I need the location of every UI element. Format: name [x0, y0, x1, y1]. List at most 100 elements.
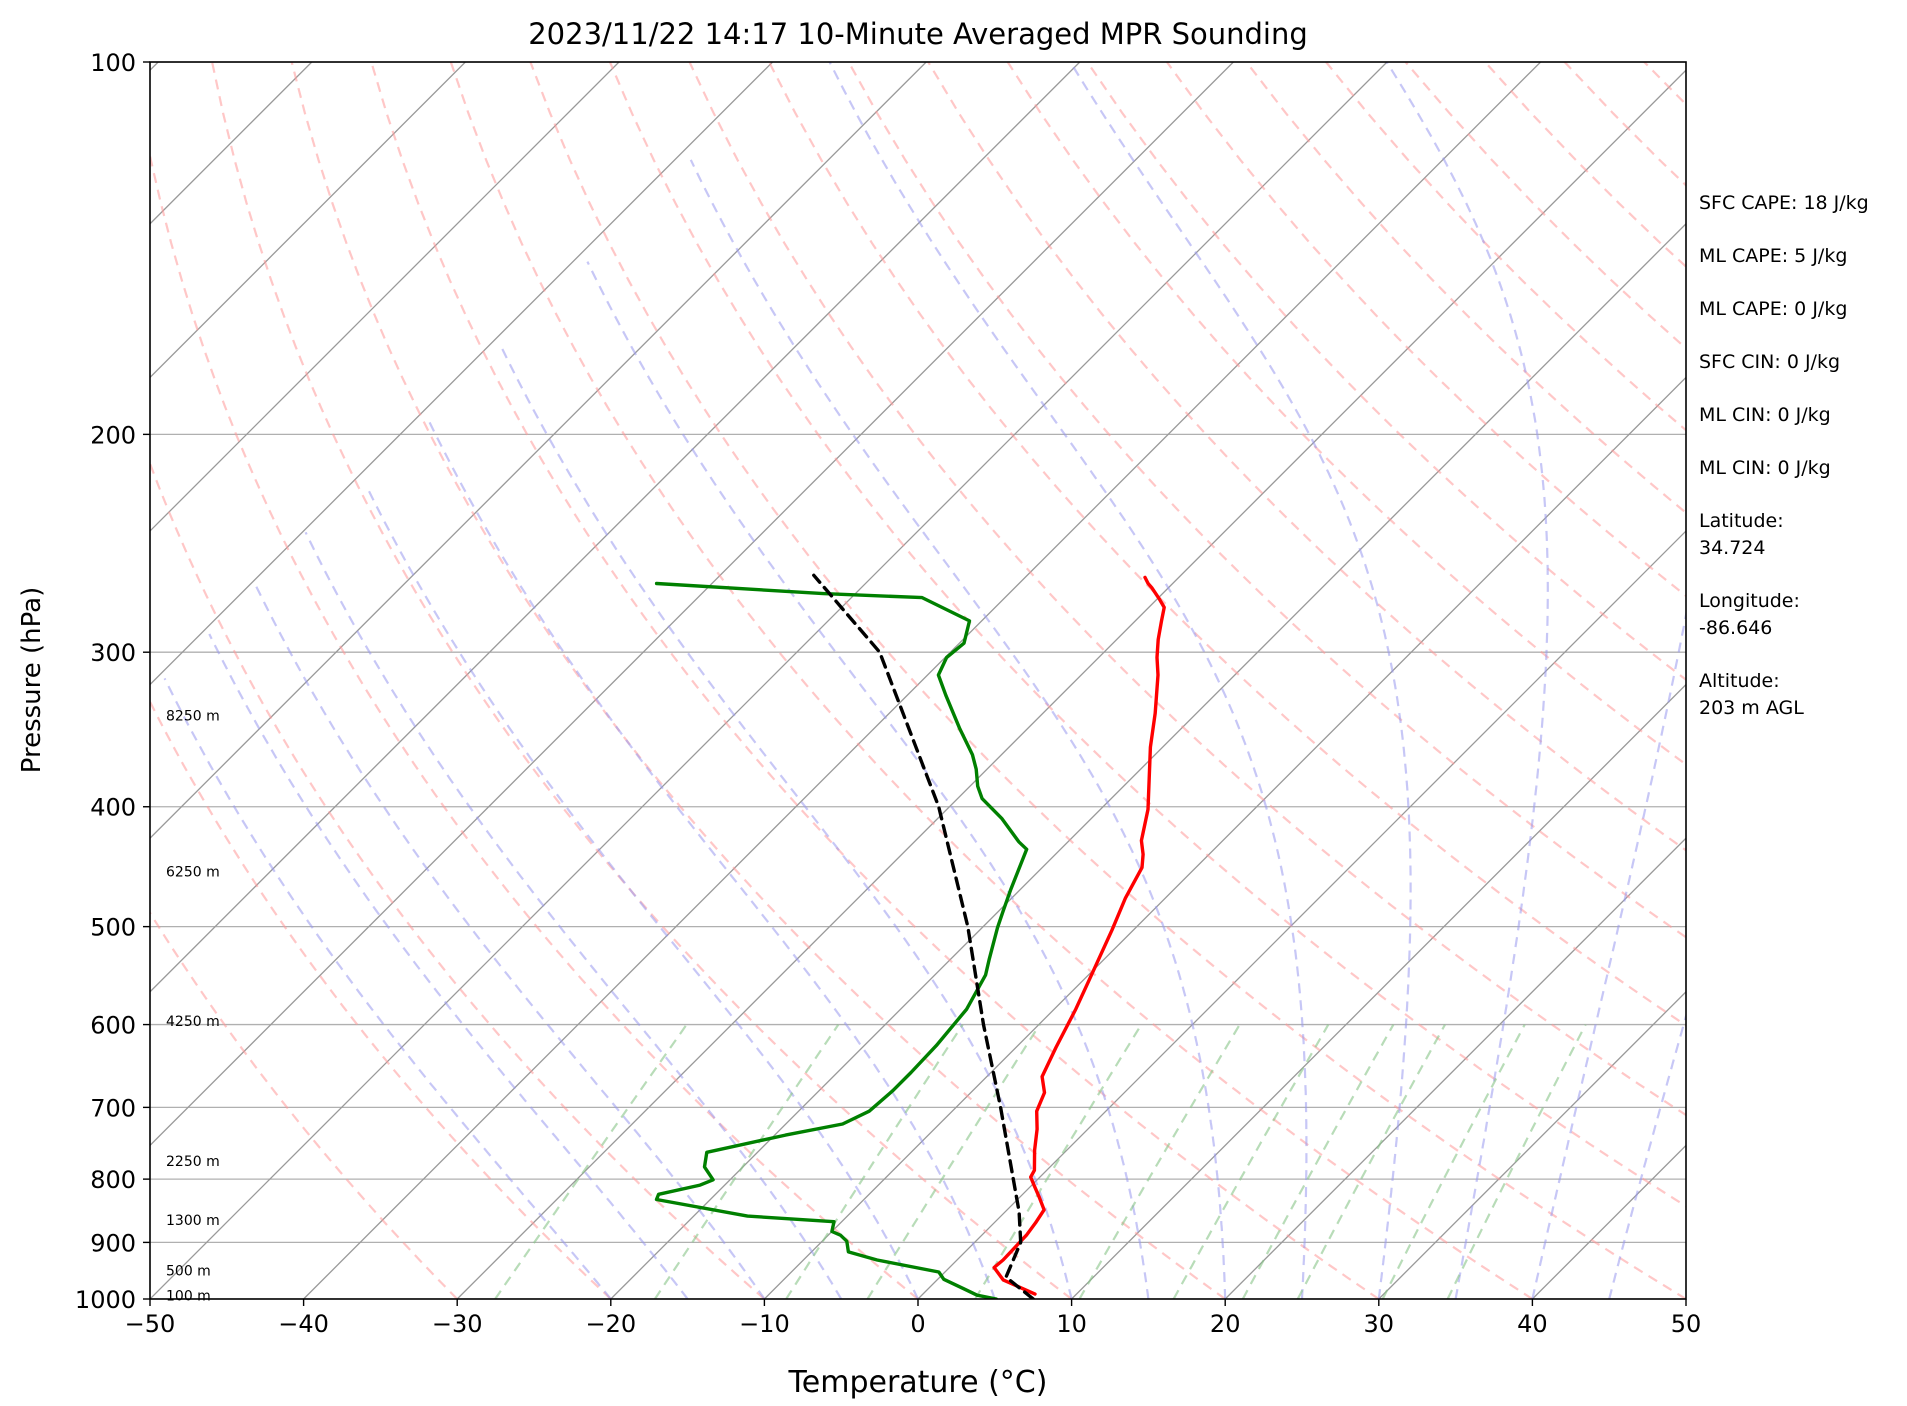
isotherm-line: [150, 62, 620, 532]
height-label: 4250 m: [166, 1014, 220, 1030]
y-tick-label: 600: [90, 1012, 136, 1040]
isotherm-line: [1378, 990, 1686, 1299]
x-axis-label: Temperature (°C): [788, 1365, 1048, 1400]
moist-adiabat-line: [689, 159, 1227, 1299]
isotherm-line: [610, 222, 1686, 1299]
moist-adiabat-line: [1385, 62, 1549, 1299]
longitude-block: Longitude: -86.646: [1699, 588, 1899, 642]
x-tick-label: −10: [739, 1310, 790, 1338]
chart-title: 2023/11/22 14:17 10-Minute Averaged MPR …: [528, 17, 1308, 51]
dry-adiabat-line: [290, 62, 1226, 1299]
mixing-ratio-line: [974, 1024, 1143, 1299]
isotherm-line: [303, 62, 1542, 1299]
x-tick-label: −50: [125, 1310, 176, 1338]
x-tick-label: 50: [1671, 1310, 1702, 1338]
stat-ml-cape-2: ML CAPE: 0 J/kg: [1699, 298, 1848, 320]
altitude-block: Altitude: 203 m AGL: [1699, 668, 1899, 722]
y-tick-label: 1000: [75, 1286, 136, 1314]
isotherm-line: [150, 62, 466, 379]
x-tick-label: 0: [910, 1310, 925, 1338]
isotherm-line: [150, 62, 1081, 993]
dry-adiabat-line: [1166, 62, 1686, 598]
x-tick-label: −20: [585, 1310, 636, 1338]
x-tick-label: 40: [1517, 1310, 1548, 1338]
dry-adiabat-line: [211, 62, 1073, 1299]
isotherm-line: [150, 62, 1388, 1299]
mixing-ratio-line: [1446, 1024, 1587, 1299]
mixing-ratio-line: [1381, 1024, 1526, 1299]
height-label: 2250 m: [166, 1154, 220, 1170]
longitude-value: -86.646: [1699, 617, 1773, 639]
isotherm-line: [150, 62, 927, 840]
height-label: 1300 m: [166, 1213, 220, 1229]
dry-adiabat-line: [1006, 62, 1686, 766]
temperature-profile-line: [992, 575, 1166, 1296]
dry-adiabat-line: [150, 460, 766, 1299]
x-tick-label: −30: [432, 1310, 483, 1338]
stat-sfc-cin: SFC CIN: 0 J/kg: [1699, 351, 1841, 373]
dry-adiabat-line: [150, 699, 612, 1299]
isotherm-line: [1071, 683, 1686, 1299]
y-tick-label: 400: [90, 794, 136, 822]
y-tick-label: 300: [90, 639, 136, 667]
plot-frame: [149, 61, 1687, 1300]
altitude-value: 203 m AGL: [1699, 697, 1804, 719]
moist-adiabat-line: [1531, 609, 1686, 1299]
x-tick-label: 20: [1210, 1310, 1241, 1338]
mixing-ratio-line: [653, 1023, 840, 1299]
moist-adiabat-line: [1069, 62, 1412, 1299]
moist-adiabat-line: [254, 585, 766, 1299]
x-tick-label: 10: [1056, 1310, 1087, 1338]
moist-adiabat-line: [828, 62, 1308, 1299]
mixing-ratio-line: [1078, 1024, 1241, 1299]
height-label: 6250 m: [166, 864, 220, 880]
stat-ml-cin: ML CIN: 0 J/kg: [1699, 404, 1831, 426]
stat-ml-cape: ML CAPE: 5 J/kg: [1699, 245, 1848, 267]
stat-ml-cin-2: ML CIN: 0 J/kg: [1699, 457, 1831, 479]
y-tick-label: 500: [90, 914, 136, 942]
dry-adiabat-line: [150, 910, 458, 1299]
latitude-value: 34.724: [1699, 537, 1766, 559]
altitude-label: Altitude:: [1699, 670, 1780, 692]
mixing-ratio-line: [785, 1023, 964, 1299]
y-axis-label: Pressure (hPa): [17, 587, 47, 774]
parcel-path-line: [812, 573, 1035, 1299]
mixing-ratio-line: [494, 1023, 688, 1299]
latitude-label: Latitude:: [1699, 510, 1784, 532]
longitude-label: Longitude:: [1699, 590, 1800, 612]
sounding-info-panel: SFC CAPE: 18 J/kg ML CAPE: 5 J/kg ML CAP…: [1699, 190, 1899, 748]
height-label: 500 m: [166, 1263, 211, 1279]
stat-sfc-cape: SFC CAPE: 18 J/kg: [1699, 192, 1869, 214]
moist-adiabat-line: [1608, 1012, 1686, 1299]
y-tick-label: 100: [90, 49, 136, 77]
x-tick-label: −40: [278, 1310, 329, 1338]
dry-adiabat-line: [449, 62, 1533, 1299]
x-tick-label: 30: [1364, 1310, 1395, 1338]
dry-adiabat-line: [150, 150, 919, 1299]
height-label: 100 m: [166, 1288, 211, 1304]
dewpoint-profile-line: [654, 581, 1029, 1299]
y-tick-label: 900: [90, 1229, 136, 1257]
mixing-ratio-line: [1241, 1024, 1395, 1299]
y-tick-label: 200: [90, 421, 136, 449]
isotherm-line: [917, 530, 1686, 1299]
mixing-ratio-line: [1172, 1024, 1330, 1299]
y-tick-label: 800: [90, 1166, 136, 1194]
isotherm-line: [763, 376, 1686, 1299]
dry-adiabat-line: [608, 62, 1686, 1208]
moist-adiabat-line: [304, 531, 843, 1299]
dry-adiabat-line: [529, 62, 1686, 1299]
isotherm-line: [0, 62, 5, 1299]
isotherm-line: [456, 69, 1686, 1299]
dry-adiabat-line: [688, 62, 1686, 1117]
moist-adiabat-line: [586, 261, 1150, 1299]
mixing-ratio-line: [1296, 1024, 1446, 1299]
isotherm-line: [1224, 837, 1686, 1299]
dry-adiabat-line: [847, 62, 1686, 939]
moist-adiabat-line: [427, 420, 996, 1299]
moist-adiabat-line: [500, 346, 1073, 1299]
dry-adiabat-line: [768, 62, 1686, 1027]
moist-adiabat-line: [163, 677, 612, 1299]
